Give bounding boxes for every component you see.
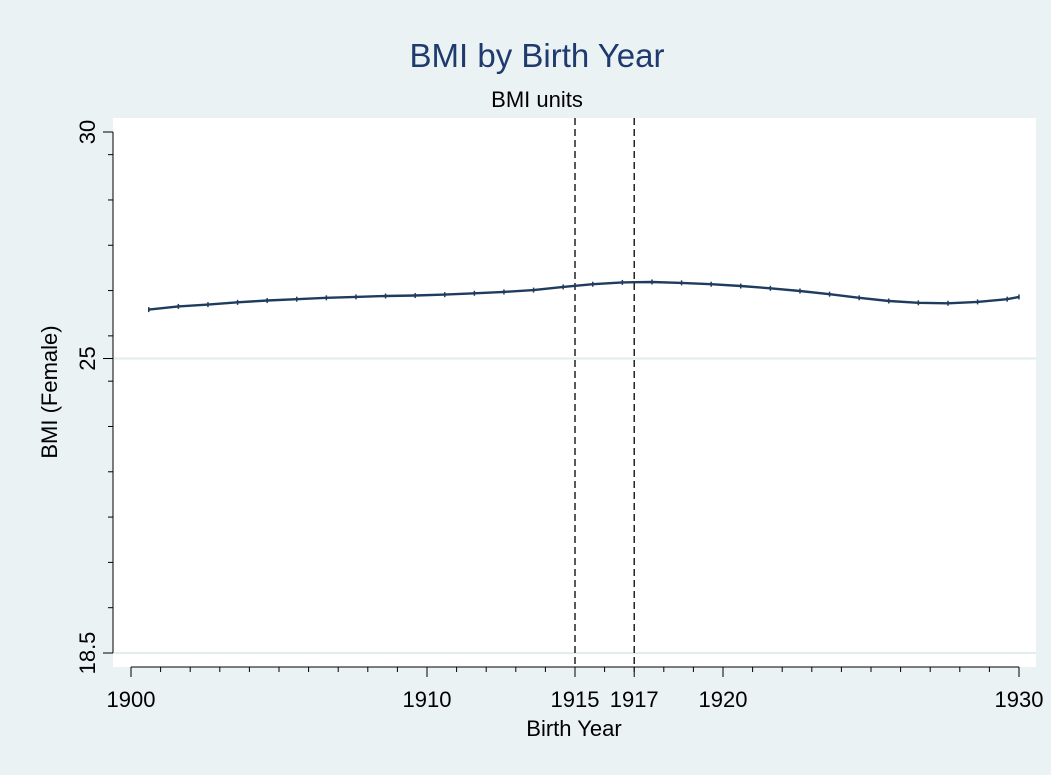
- x-tick-label: 1920: [699, 687, 748, 712]
- y-tick-label: 18.5: [75, 632, 100, 675]
- y-tick-label: 25: [75, 346, 100, 370]
- x-axis-label: Birth Year: [526, 716, 621, 741]
- x-tick-label: 1917: [610, 687, 659, 712]
- x-tick-label: 1915: [551, 687, 600, 712]
- series-layer: [148, 279, 1020, 313]
- chart-subtitle: BMI units: [491, 87, 583, 112]
- x-tick-label: 1930: [995, 687, 1044, 712]
- ticks: 1900 1910 1915 1917 1920 1930 18.5 25 30: [75, 120, 1043, 712]
- x-tick-label: 1900: [107, 687, 156, 712]
- reference-lines: [574, 118, 635, 667]
- y-tick-label: 30: [75, 120, 100, 144]
- x-tick-label: 1910: [403, 687, 452, 712]
- y-axis-label: BMI (Female): [37, 325, 62, 458]
- chart-title: BMI by Birth Year: [410, 37, 665, 74]
